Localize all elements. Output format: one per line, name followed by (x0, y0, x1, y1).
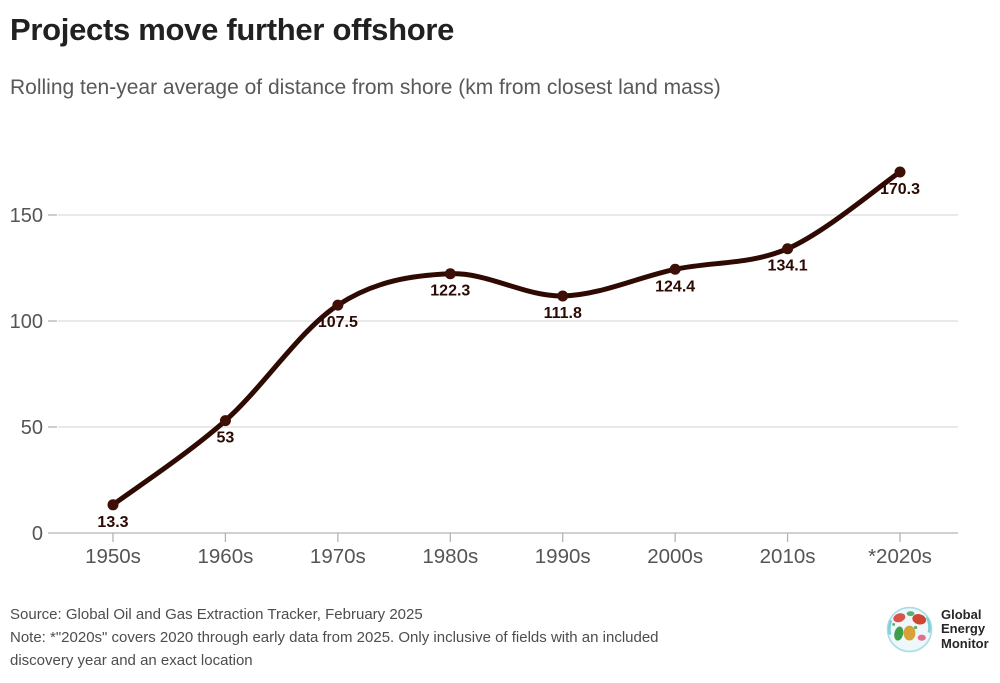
note-text-line1: Note: *"2020s" covers 2020 through early… (10, 629, 659, 646)
data-point-label: 122.3 (430, 283, 470, 300)
footer-text: Source: Global Oil and Gas Extraction Tr… (10, 603, 659, 672)
data-point (444, 268, 456, 280)
line-chart: 0 50 100 150 1950s 1960s 1970s 1980s 1990s 2000s 2… (10, 166, 958, 568)
note-text-line2: discovery year and an exact location (10, 652, 253, 669)
x-axis-label: 1950s (85, 545, 141, 568)
data-point-label: 13.3 (97, 514, 128, 531)
x-axis-label: *2020s (868, 545, 932, 568)
data-point (107, 499, 119, 511)
chart-subtitle: Rolling ten-year average of distance fro… (10, 76, 721, 99)
y-axis-label: 100 (10, 311, 43, 333)
y-axis-label: 150 (10, 205, 43, 227)
y-axis-label: 0 (32, 523, 43, 545)
globe-icon (886, 606, 933, 653)
x-axis-label: 1990s (535, 545, 591, 568)
gem-logo-text: Global Energy Monitor (941, 606, 989, 651)
gem-logo: Global Energy Monitor (886, 606, 989, 653)
x-axis-label: 2010s (760, 545, 816, 568)
data-point-label: 53 (217, 430, 235, 447)
x-axis-label: 1960s (198, 545, 254, 568)
data-point (669, 263, 681, 275)
x-axis-label: 2000s (647, 545, 703, 568)
data-point-label: 134.1 (768, 258, 808, 275)
data-point-label: 124.4 (655, 278, 695, 295)
data-point (219, 415, 231, 427)
source-text: Source: Global Oil and Gas Extraction Tr… (10, 606, 423, 623)
x-axis-label: 1970s (310, 545, 366, 568)
data-point-label: 170.3 (880, 181, 920, 198)
data-point (782, 243, 794, 255)
data-point (332, 299, 344, 311)
y-axis-label: 50 (21, 417, 43, 439)
data-line (110, 169, 903, 508)
data-point-label: 107.5 (318, 314, 358, 331)
x-axis-label: 1980s (422, 545, 478, 568)
data-point-label: 111.8 (544, 305, 582, 322)
chart-title: Projects move further offshore (10, 12, 455, 47)
line-chart-area: 0 50 100 150 1950s 1960s 1970s 1980s 1990s 2000s 2… (0, 140, 1000, 600)
data-point (557, 290, 569, 302)
data-point (894, 166, 906, 178)
